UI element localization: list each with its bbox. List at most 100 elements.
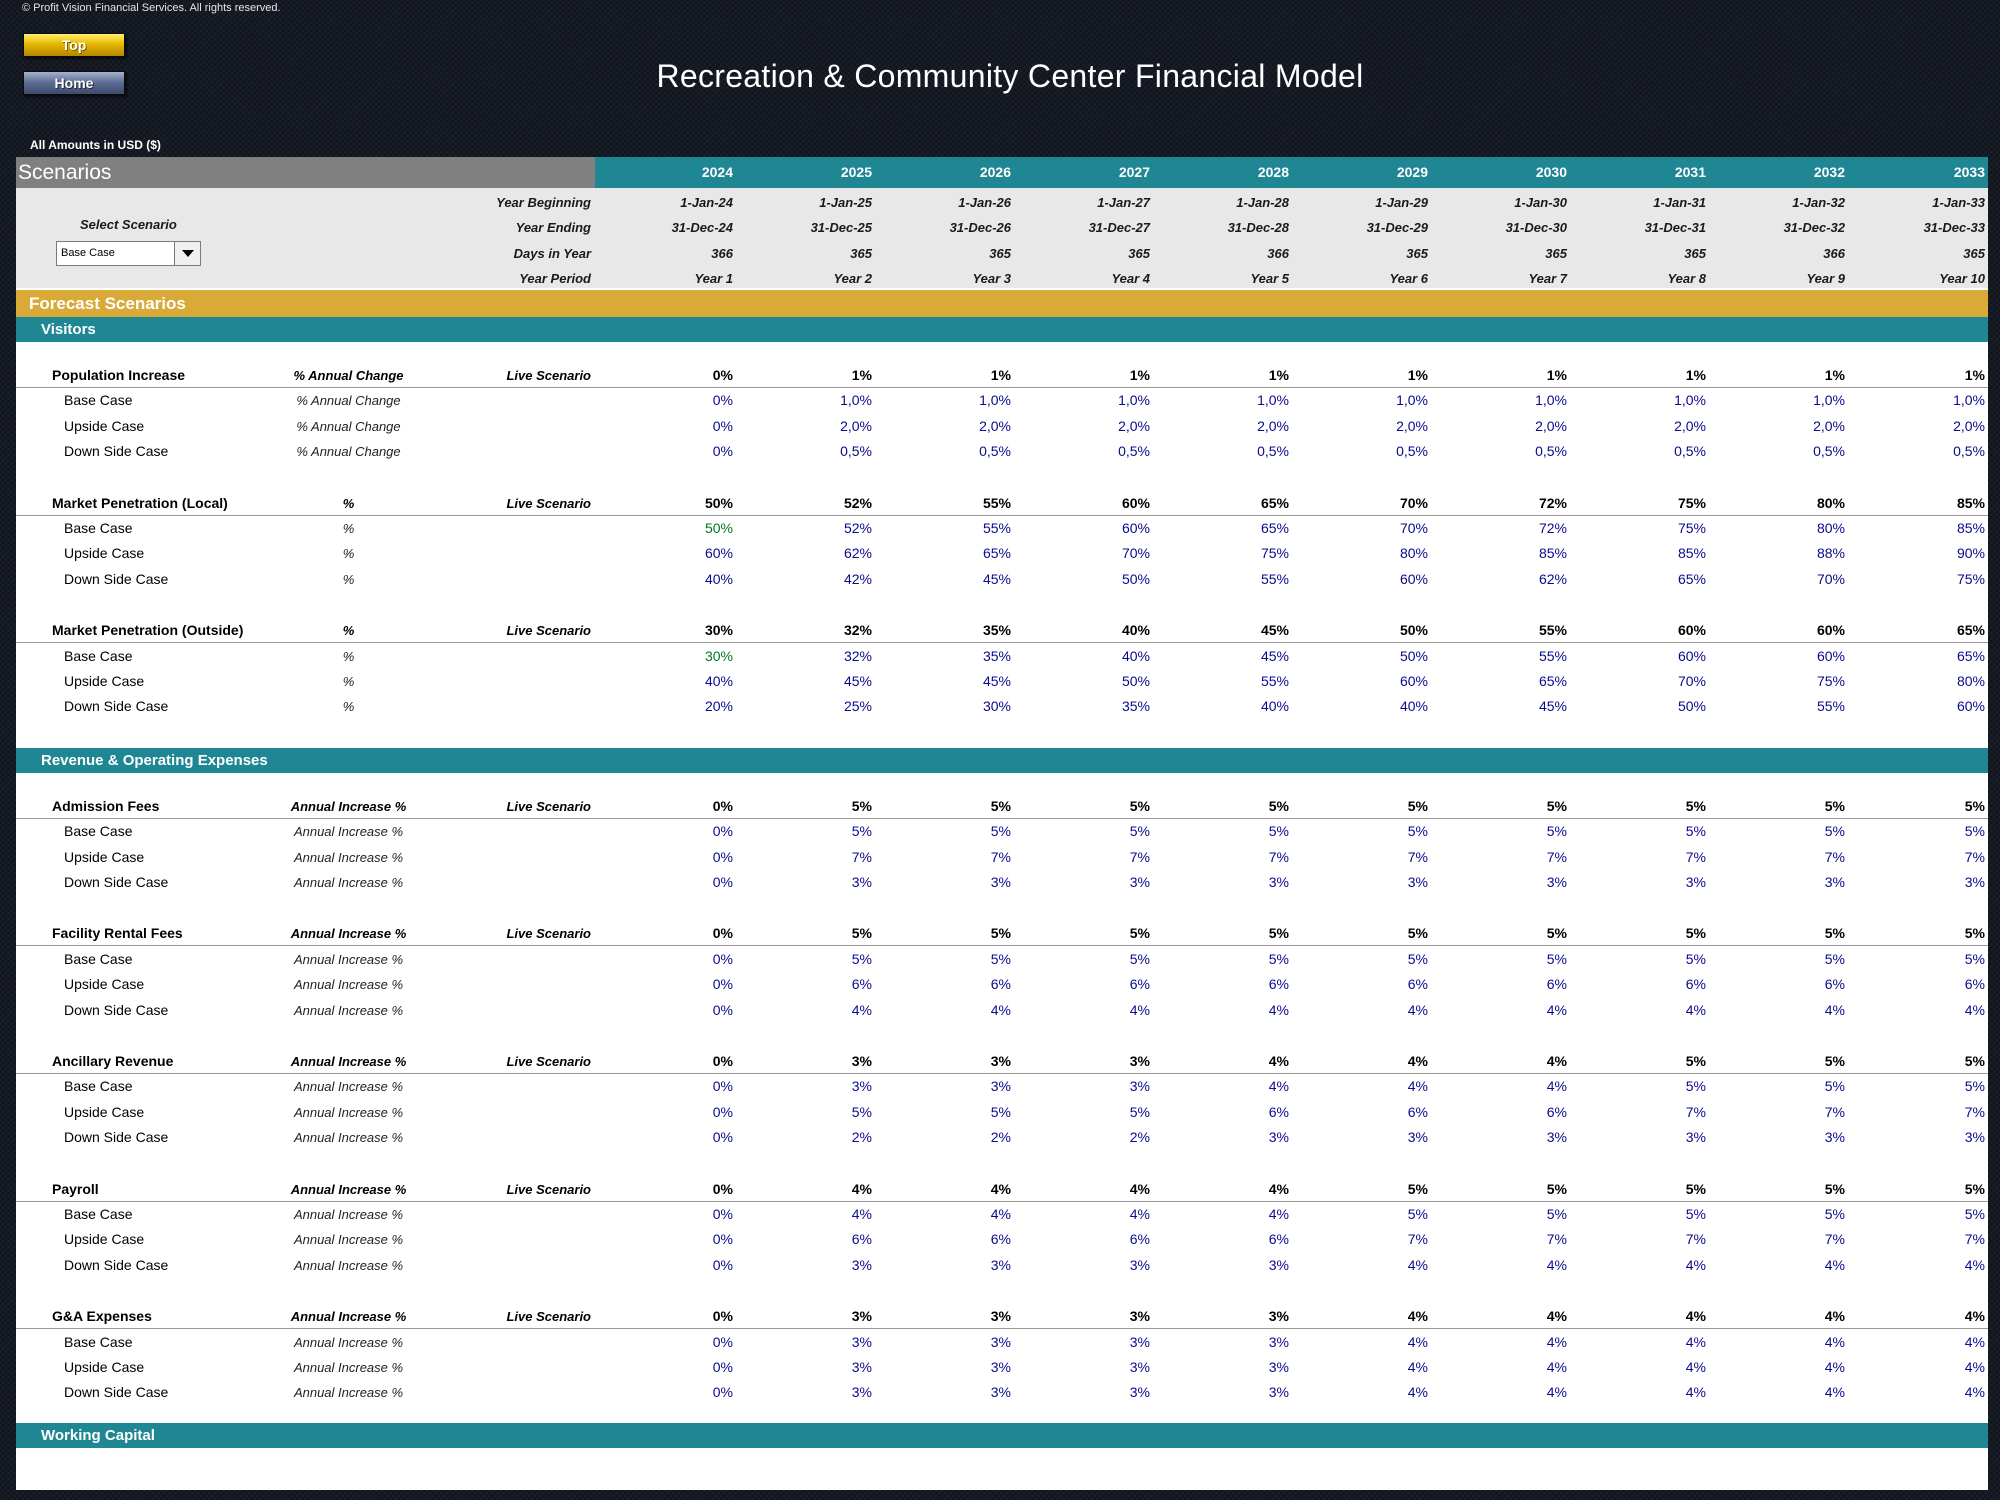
scenario-dropdown[interactable]: Base Case (56, 241, 201, 266)
scenario-value: 3% (1268, 874, 1289, 890)
scenario-value: 7% (1546, 848, 1567, 865)
scenario-name: Base Case (64, 392, 133, 409)
scenario-value: 5% (1268, 950, 1289, 967)
top-button[interactable]: Top (23, 33, 125, 57)
scenario-value: 40% (704, 673, 733, 689)
scenario-value: 4% (1964, 1359, 1985, 1375)
live-scenario-value: 1% (990, 367, 1011, 383)
scenario-unit: % (342, 674, 355, 689)
scenario-value: 1,0% (1813, 392, 1845, 409)
group-name: Market Penetration (Local) (52, 494, 228, 511)
group-name: Facility Rental Fees (52, 925, 183, 942)
scenario-value: 4% (1964, 1256, 1985, 1273)
live-scenario-value: 3% (990, 1308, 1011, 1325)
scenario-value: 4% (1268, 1206, 1289, 1222)
live-scenario-value: 80% (1816, 494, 1845, 511)
live-scenario-value: 4% (851, 1180, 872, 1197)
scenario-value: 0% (712, 1206, 733, 1222)
scenario-name: Upside Case (64, 1359, 145, 1375)
chevron-down-icon[interactable] (174, 242, 200, 265)
scenario-value: 72% (1538, 520, 1567, 536)
scenario-value: 4% (1685, 1384, 1706, 1401)
info-row-value: 365 (989, 245, 1011, 261)
scenario-value: 65% (1260, 520, 1289, 536)
scenario-value: 4% (1407, 1001, 1428, 1018)
group-unit: Annual Increase % (290, 798, 407, 814)
scenario-value: 1,0% (1257, 392, 1289, 409)
scenario-value: 4% (1129, 1206, 1150, 1222)
info-row-label: Year Ending (515, 220, 591, 236)
live-scenario-value: 0% (712, 1308, 733, 1325)
scenario-value: 70% (1677, 673, 1706, 689)
info-row-label: Year Period (519, 270, 591, 286)
scenario-value: 3% (990, 1384, 1011, 1401)
scenario-value: 0% (712, 1129, 733, 1146)
scenario-value: 75% (1956, 570, 1985, 587)
live-scenario-value: 5% (1546, 925, 1567, 942)
scenario-row: Upside Case Annual Increase % 0% 6% 6% 6% 6% 7%… (16, 1227, 1988, 1252)
year-header: 2026 (979, 164, 1011, 180)
scenario-value: 0% (712, 1001, 733, 1018)
scenario-name: Upside Case (64, 1231, 145, 1248)
scenario-value: 65% (1677, 570, 1706, 587)
scenario-value: 3% (1268, 1384, 1289, 1401)
section-title: Visitors (41, 321, 96, 338)
scenario-value: 5% (990, 823, 1011, 840)
scenario-value: 4% (1546, 1001, 1567, 1018)
scenario-row: Upside Case % Annual Change 0% 2,0% 2,0% 2,0%… (16, 414, 1988, 439)
scenario-value: 25% (843, 698, 872, 715)
scenario-value: 6% (1824, 976, 1845, 993)
scenario-value: 4% (1685, 1256, 1706, 1273)
scenario-value: 55% (1260, 570, 1289, 587)
live-scenario-value: 65% (1956, 622, 1985, 639)
scenario-row: Down Side Case Annual Increase % 0% 3% 3% 3% 3… (16, 1380, 1988, 1405)
live-scenario-value: 4% (1407, 1053, 1428, 1069)
scenario-name: Base Case (64, 1206, 133, 1222)
live-scenario-value: 5% (1685, 1180, 1706, 1197)
info-row-value: 31-Dec-29 (1366, 220, 1428, 236)
scenario-value: 6% (1546, 1103, 1567, 1120)
scenario-value: 70% (1399, 520, 1428, 536)
scenario-row: Base Case% 50% 52% 55% 60% 65% 70% 72% 75% 80% 85% (16, 516, 1988, 541)
live-scenario-value: 5% (1546, 797, 1567, 814)
scenario-value: 0% (712, 1333, 733, 1350)
home-button[interactable]: Home (23, 71, 125, 95)
live-scenario-value: 5% (1964, 925, 1985, 942)
group-name: G&A Expenses (52, 1308, 152, 1325)
scenario-value: 5% (1546, 1206, 1567, 1222)
scenario-value: 1,0% (1953, 392, 1985, 409)
scenario-unit: % (342, 546, 355, 562)
scenario-name: Base Case (64, 1078, 133, 1095)
live-scenario-value: 4% (1268, 1053, 1289, 1069)
scenario-value: 4% (1407, 1359, 1428, 1375)
info-row-value: 1-Jan-25 (819, 195, 872, 210)
live-scenario-value: 1% (1964, 367, 1985, 383)
info-row-value: Year 9 (1806, 270, 1845, 286)
scenario-value: 6% (1129, 1231, 1150, 1248)
section-title: Revenue & Operating Expenses (41, 751, 268, 769)
group-header-row: Market Penetration (Outside)% Live Scenar… (16, 618, 1988, 644)
live-scenario-value: 4% (1964, 1308, 1985, 1325)
scenario-value: 42% (843, 570, 872, 587)
live-scenario-value: 4% (1268, 1180, 1289, 1197)
scenario-value: 0% (712, 392, 733, 409)
scenario-value: 32% (843, 647, 872, 664)
scenario-value: 7% (1964, 848, 1985, 865)
live-scenario-value: 3% (851, 1308, 872, 1325)
group-header-row: Admission Fees Annual Increase % Live Scen… (16, 794, 1988, 819)
scenario-row: Upside Case Annual Increase % 0% 5% 5% 5% 6% 6%… (16, 1100, 1988, 1125)
group-name: Admission Fees (52, 797, 160, 814)
live-scenario-value: 30% (704, 622, 733, 639)
scenario-unit: Annual Increase % (293, 1104, 404, 1120)
scenario-unit: Annual Increase % (293, 1334, 404, 1350)
live-scenario-label: Live Scenario (506, 1181, 591, 1197)
info-row-value: 31-Dec-33 (1923, 220, 1985, 236)
scenario-value: 75% (1260, 545, 1289, 562)
scenario-value: 60% (1956, 698, 1985, 715)
scenario-value: 1,0% (1674, 392, 1706, 409)
scenario-value: 7% (1824, 848, 1845, 865)
live-scenario-value: 5% (1964, 1180, 1985, 1197)
scenario-value: 5% (1824, 823, 1845, 840)
scenario-value: 0,5% (1953, 443, 1985, 460)
live-scenario-value: 5% (851, 925, 872, 942)
